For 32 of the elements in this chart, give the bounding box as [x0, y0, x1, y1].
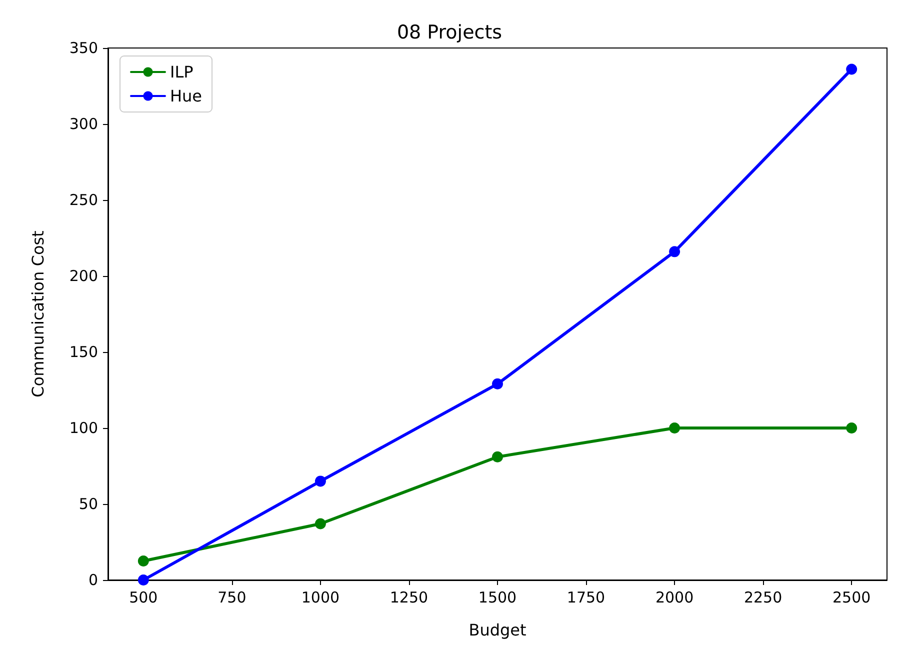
x-tick-label: 1750: [566, 588, 606, 606]
x-tick-label: 750: [218, 588, 246, 606]
chart-title: 08 Projects: [396, 22, 502, 44]
point: [314, 518, 326, 530]
x-axis-title: Budget: [468, 620, 526, 640]
point: [669, 422, 680, 434]
legend-label: ILP: [170, 62, 194, 82]
y-tick-label: 200: [69, 267, 98, 285]
x-tick-label: 2250: [744, 588, 782, 606]
point: [138, 556, 149, 566]
point: [492, 378, 503, 390]
y-tick-label: 50: [78, 495, 98, 513]
point: [492, 451, 503, 462]
point: [846, 422, 858, 434]
y-tick-label: 300: [69, 115, 98, 133]
x-tick-label: 500: [129, 588, 158, 606]
point: [846, 64, 858, 75]
y-tick-label: 150: [69, 343, 98, 361]
y-tick-label: 350: [69, 39, 98, 57]
y-axis-title: Communication Cost: [28, 230, 48, 398]
y-tick-label: 250: [69, 191, 98, 209]
point: [314, 476, 326, 487]
point: [669, 246, 680, 258]
point: [138, 574, 149, 586]
x-tick-label: 1500: [478, 588, 517, 606]
x-tick-label: 1000: [301, 588, 340, 606]
y-tick-label: 0: [88, 571, 98, 589]
legend-label: Hue: [170, 86, 202, 106]
x-tick-label: 2500: [832, 588, 871, 606]
x-tick-label: 1250: [390, 588, 428, 606]
y-tick-label: 100: [69, 419, 98, 437]
x-tick-label: 2000: [655, 588, 694, 606]
